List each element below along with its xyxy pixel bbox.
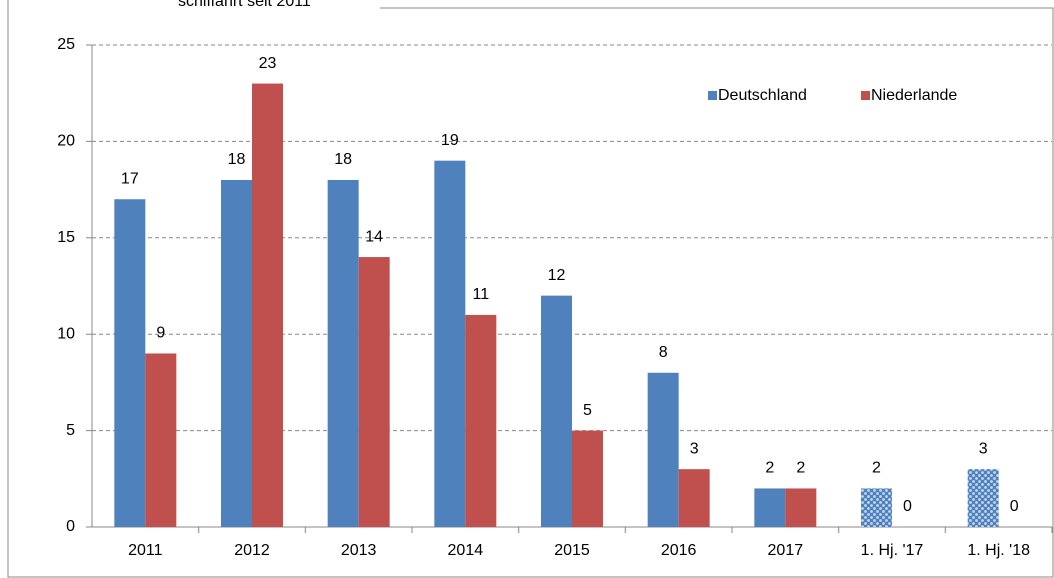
bar <box>967 469 999 527</box>
bar <box>327 179 359 527</box>
value-label: 2 <box>872 460 881 477</box>
x-tick-label: 1. Hj. '17 <box>861 542 924 559</box>
bar <box>252 83 283 527</box>
value-label: 19 <box>441 132 459 149</box>
bar <box>541 295 572 527</box>
value-label: 0 <box>903 498 912 515</box>
x-tick-label: 2014 <box>448 542 484 559</box>
x-tick-label: 2015 <box>554 542 590 559</box>
bar <box>145 353 177 527</box>
value-label: 3 <box>690 440 699 457</box>
value-label: 8 <box>659 344 668 361</box>
value-label: 12 <box>548 267 566 284</box>
value-label: 2 <box>796 460 805 477</box>
legend-swatch <box>708 91 717 100</box>
value-label: 11 <box>473 286 490 303</box>
value-label: 18 <box>334 151 352 168</box>
bar <box>358 257 390 527</box>
value-label: 17 <box>121 170 139 187</box>
x-tick-label: 2016 <box>661 542 697 559</box>
value-label: 3 <box>979 440 988 457</box>
bar <box>114 199 146 528</box>
legend-label: Niederlande <box>871 87 957 104</box>
bar <box>434 160 466 527</box>
legend-label: Deutschland <box>718 87 807 104</box>
bar <box>221 179 252 527</box>
bar <box>754 488 786 527</box>
value-label: 14 <box>365 228 383 245</box>
y-tick-label: 25 <box>57 36 75 53</box>
value-label: 2 <box>765 460 774 477</box>
value-label: 5 <box>583 402 592 419</box>
value-label: 23 <box>259 55 277 72</box>
x-tick-label: 2011 <box>128 542 163 559</box>
y-tick-label: 20 <box>57 133 75 150</box>
bar <box>572 430 603 527</box>
value-label: 0 <box>1010 498 1019 515</box>
value-label: 18 <box>228 151 246 168</box>
value-label: 9 <box>156 325 165 342</box>
bar <box>678 469 710 527</box>
y-tick-label: 5 <box>66 422 75 439</box>
y-tick-label: 15 <box>57 229 75 246</box>
bar <box>647 372 679 527</box>
x-tick-label: 2017 <box>768 542 804 559</box>
chart-title: schiffahrt seit 2011 <box>178 0 311 10</box>
bar <box>861 488 892 527</box>
bar <box>465 314 497 527</box>
y-tick-label: 0 <box>66 518 75 535</box>
chart-frame <box>7 0 1054 578</box>
bar <box>785 488 817 527</box>
legend-swatch <box>861 91 870 100</box>
x-tick-label: 1. Hj. '18 <box>967 542 1030 559</box>
x-tick-label: 2013 <box>341 542 377 559</box>
x-tick-label: 2012 <box>234 542 270 559</box>
y-tick-label: 10 <box>57 325 75 342</box>
